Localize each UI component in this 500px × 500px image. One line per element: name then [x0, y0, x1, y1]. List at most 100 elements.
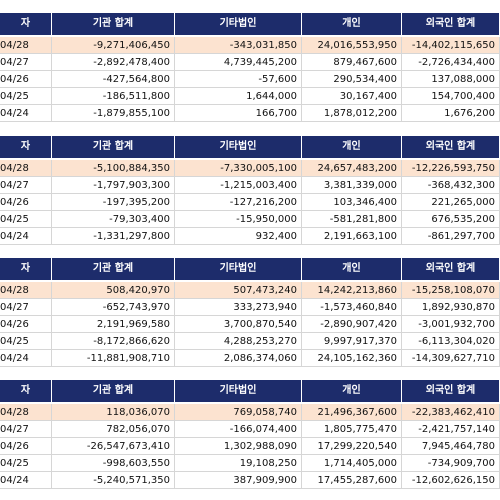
column-header: 개인	[302, 13, 402, 35]
date-cell: 04/28	[0, 282, 52, 299]
column-header: 외국인 합계	[402, 13, 500, 35]
date-cell: 04/28	[0, 37, 52, 54]
value-cell: 14,242,213,860	[302, 282, 402, 299]
value-cell: -26,547,673,410	[52, 438, 175, 455]
date-cell: 04/27	[0, 299, 52, 316]
value-cell: -2,892,478,400	[52, 54, 175, 71]
value-cell: 3,381,339,000	[302, 177, 402, 194]
value-cell: -1,215,003,400	[175, 177, 302, 194]
value-cell: -22,383,462,410	[402, 404, 500, 421]
column-header: 외국인 합계	[402, 380, 500, 402]
column-header: 기관 합계	[52, 258, 175, 280]
value-cell: 137,088,000	[402, 71, 500, 88]
date-cell: 04/25	[0, 333, 52, 350]
value-cell: -581,281,800	[302, 211, 402, 228]
date-cell: 04/26	[0, 71, 52, 88]
value-cell: -79,303,400	[52, 211, 175, 228]
value-cell: 1,644,000	[175, 88, 302, 105]
column-header: 자	[0, 13, 52, 35]
date-cell: 04/27	[0, 177, 52, 194]
date-cell: 04/24	[0, 105, 52, 122]
value-cell: -427,564,800	[52, 71, 175, 88]
value-cell: 2,191,663,100	[302, 228, 402, 245]
date-cell: 04/28	[0, 404, 52, 421]
value-cell: 24,657,483,200	[302, 160, 402, 177]
date-cell: 04/24	[0, 228, 52, 245]
value-cell: -186,511,800	[52, 88, 175, 105]
value-cell: 7,945,464,780	[402, 438, 500, 455]
column-header: 기타법인	[175, 13, 302, 35]
value-cell: 2,086,374,060	[175, 350, 302, 367]
value-cell: -5,100,884,350	[52, 160, 175, 177]
value-cell: 782,056,070	[52, 421, 175, 438]
value-cell: 1,878,012,200	[302, 105, 402, 122]
value-cell: 21,496,367,600	[302, 404, 402, 421]
value-cell: -11,881,908,710	[52, 350, 175, 367]
value-cell: 507,473,240	[175, 282, 302, 299]
value-cell: -15,950,000	[175, 211, 302, 228]
value-cell: 4,288,253,270	[175, 333, 302, 350]
value-cell: -57,600	[175, 71, 302, 88]
column-header: 외국인 합계	[402, 258, 500, 280]
value-cell: 17,299,220,540	[302, 438, 402, 455]
value-cell: 221,265,000	[402, 194, 500, 211]
value-cell: 769,058,740	[175, 404, 302, 421]
value-cell: 932,400	[175, 228, 302, 245]
value-cell: 166,700	[175, 105, 302, 122]
value-cell: -368,432,300	[402, 177, 500, 194]
value-cell: 30,167,400	[302, 88, 402, 105]
column-header: 기타법인	[175, 258, 302, 280]
value-cell: 24,016,553,950	[302, 37, 402, 54]
value-cell: 290,534,400	[302, 71, 402, 88]
column-header: 개인	[302, 258, 402, 280]
value-cell: -14,309,627,710	[402, 350, 500, 367]
date-cell: 04/26	[0, 316, 52, 333]
column-header: 기관 합계	[52, 380, 175, 402]
value-cell: -734,909,700	[402, 455, 500, 472]
value-cell: -197,395,200	[52, 194, 175, 211]
value-cell: -1,797,903,300	[52, 177, 175, 194]
column-header: 자	[0, 380, 52, 402]
value-cell: 1,714,405,000	[302, 455, 402, 472]
value-cell: -998,603,550	[52, 455, 175, 472]
value-cell: -8,172,866,620	[52, 333, 175, 350]
value-cell: -6,113,304,020	[402, 333, 500, 350]
value-cell: 24,105,162,360	[302, 350, 402, 367]
column-header: 개인	[302, 380, 402, 402]
value-cell: -2,421,757,140	[402, 421, 500, 438]
value-cell: -2,890,907,420	[302, 316, 402, 333]
value-cell: -127,216,200	[175, 194, 302, 211]
column-header: 개인	[302, 136, 402, 158]
value-cell: -12,226,593,750	[402, 160, 500, 177]
value-cell: -3,001,932,700	[402, 316, 500, 333]
value-cell: 154,700,400	[402, 88, 500, 105]
value-cell: 508,420,970	[52, 282, 175, 299]
value-cell: 1,805,775,470	[302, 421, 402, 438]
column-header: 기타법인	[175, 136, 302, 158]
column-header: 자	[0, 136, 52, 158]
date-cell: 04/25	[0, 211, 52, 228]
value-cell: -861,297,700	[402, 228, 500, 245]
value-cell: -1,331,297,800	[52, 228, 175, 245]
date-cell: 04/28	[0, 160, 52, 177]
column-header: 기관 합계	[52, 136, 175, 158]
value-cell: -166,074,400	[175, 421, 302, 438]
value-cell: -14,402,115,650	[402, 37, 500, 54]
value-cell: 17,455,287,600	[302, 472, 402, 489]
date-cell: 04/27	[0, 54, 52, 71]
value-cell: 4,739,445,200	[175, 54, 302, 71]
date-cell: 04/26	[0, 438, 52, 455]
column-header: 자	[0, 258, 52, 280]
value-cell: -9,271,406,450	[52, 37, 175, 54]
value-cell: 19,108,250	[175, 455, 302, 472]
value-cell: -343,031,850	[175, 37, 302, 54]
value-cell: 2,191,969,580	[52, 316, 175, 333]
value-cell: -2,726,434,400	[402, 54, 500, 71]
value-cell: -15,258,108,070	[402, 282, 500, 299]
date-cell: 04/25	[0, 455, 52, 472]
value-cell: 1,892,930,870	[402, 299, 500, 316]
value-cell: -12,602,626,150	[402, 472, 500, 489]
value-cell: -7,330,005,100	[175, 160, 302, 177]
value-cell: 387,909,900	[175, 472, 302, 489]
value-cell: 118,036,070	[52, 404, 175, 421]
